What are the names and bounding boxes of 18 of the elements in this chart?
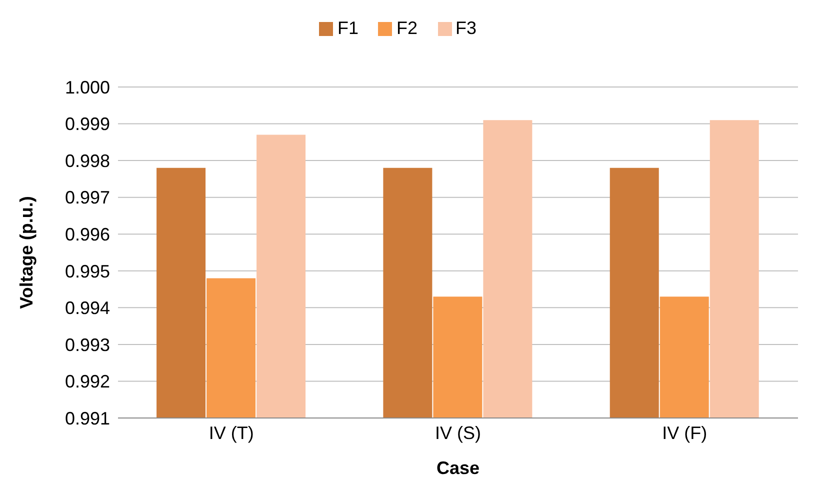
x-axis-title: Case: [436, 458, 480, 478]
legend-label: F2: [396, 18, 418, 38]
y-tick-label: 0.992: [64, 372, 110, 392]
y-tick-label: 0.999: [64, 114, 110, 134]
x-tick-label: IV (F): [662, 422, 708, 443]
y-tick-label: 0.993: [64, 334, 110, 355]
y-tick-label: 0.996: [64, 224, 110, 244]
x-tick-label: IV (T): [208, 422, 254, 443]
y-tick-label: 0.997: [64, 188, 110, 208]
y-tick-label: 0.995: [64, 261, 110, 282]
y-tick-label: 0.991: [64, 408, 110, 428]
y-tick-label: 1.000: [64, 77, 110, 98]
legend-label: F3: [456, 18, 477, 38]
y-tick-label: 0.998: [64, 150, 110, 171]
legend-label: F1: [337, 18, 358, 38]
y-tick-label: 0.994: [64, 298, 110, 318]
x-tick-label: IV (S): [434, 422, 482, 443]
y-axis-title: Voltage (p.u.): [16, 196, 36, 309]
